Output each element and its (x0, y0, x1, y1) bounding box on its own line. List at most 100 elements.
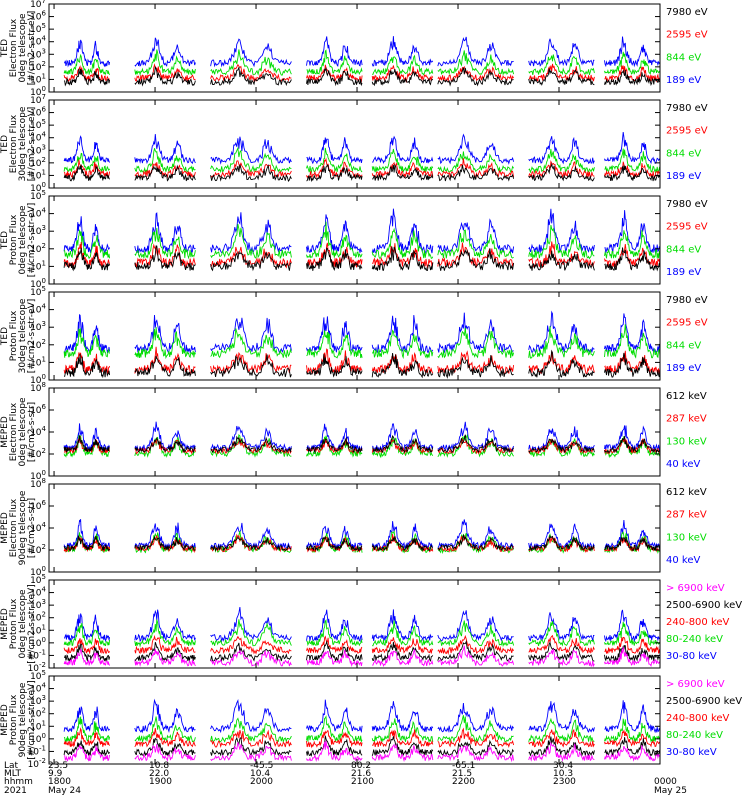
panel-4-series-4-pass-6 (437, 355, 514, 379)
panel-1-series-1-pass-4 (306, 36, 363, 68)
panel-3-series-2-pass-7 (528, 225, 595, 260)
mlt-value: 22.0 (149, 769, 169, 779)
panel-6-legend-4: 40 keV (666, 555, 700, 566)
panel-6-ylabel: MEPEDElectron Flux90deg telescope[#/cm2-… (0, 490, 37, 565)
ylabel-line: TED (0, 327, 10, 346)
mlt-value: 10.4 (250, 769, 270, 779)
panel-2-series-2-pass-6 (437, 151, 514, 174)
panel-3-series-4-pass-1 (63, 247, 111, 272)
panel-8-series-4-pass-5 (371, 736, 434, 757)
panel-2-series-1-pass-6 (437, 133, 515, 165)
ylabel-line: 90deg telescope (18, 490, 28, 565)
panel-8-series-5-pass-4 (306, 740, 363, 763)
time-tick-label: 2100 (351, 777, 374, 787)
panel-7-series-4-pass-5 (371, 641, 434, 663)
panel-8-series-3-pass-7 (528, 728, 595, 748)
panel-1-series-4-pass-8 (604, 69, 661, 86)
panel-7-series-2-pass-5 (372, 620, 434, 647)
panel-2-series-2-pass-7 (528, 148, 595, 174)
panel-5-series-1-pass-8 (604, 425, 661, 452)
date-label-start: May 24 (48, 786, 81, 796)
ylabel-line: 90deg telescope (18, 682, 28, 757)
panel-4-series-3-pass-7 (528, 351, 595, 375)
time-tick-label: 2200 (452, 777, 475, 787)
time-tick-label: 2000 (250, 777, 273, 787)
row-label-mlt: MLT (4, 769, 22, 779)
panel-1-series-3-pass-5 (371, 65, 434, 83)
panel-3-legend-4: 189 eV (666, 267, 701, 278)
panel-4-series-4-pass-2 (134, 355, 196, 378)
panel-3-series-3-pass-7 (528, 241, 595, 269)
panel-7-legend-3: 240-800 keV (666, 617, 730, 628)
panel-2-series-3-pass-5 (371, 161, 434, 179)
panel-5-series-4-pass-4 (306, 436, 363, 454)
panel-7-series-5-pass-8 (604, 646, 661, 668)
panel-7-series-5-pass-3 (210, 649, 292, 667)
panel-5-series-2-pass-3 (210, 433, 292, 458)
mlt-value: 10.3 (553, 769, 573, 779)
panel-5-series-2-pass-7 (528, 438, 595, 457)
panel-8-frame (48, 675, 661, 765)
ylabel-line: [#/cm2-s-str-eV] (27, 203, 37, 278)
panel-8-series-2-pass-3 (210, 717, 292, 744)
mlt-value: 21.6 (351, 769, 371, 779)
ylabel-line: TED (0, 135, 10, 154)
panel-4-legend-2: 2595 eV (666, 318, 708, 329)
panel-7-series-4-pass-8 (604, 644, 661, 663)
panel-6-legend-3: 130 keV (666, 532, 707, 543)
panel-5-legend-1: 612 keV (666, 391, 707, 402)
panel-3-series-4-pass-4 (306, 247, 363, 271)
panel-8-series-2-pass-6 (437, 715, 514, 744)
panel-8-series-1-pass-4 (306, 699, 363, 734)
panel-4-series-2-pass-3 (210, 328, 292, 359)
panel-8-series-4-pass-7 (528, 736, 595, 757)
panel-2-series-4-pass-8 (604, 165, 661, 182)
panel-4-ylabel: TEDProton Flux30deg telescope[#/cm2-s-st… (0, 298, 37, 373)
panel-1-series-3-pass-2 (134, 63, 196, 82)
panel-5-series-2-pass-2 (134, 436, 196, 458)
panel-1-series-2-pass-3 (210, 49, 292, 76)
panel-3-series-4-pass-3 (210, 250, 292, 272)
panel-3-series-4-pass-6 (437, 248, 515, 271)
panel-8-series-2-pass-5 (371, 718, 434, 744)
panel-3-legend-3: 844 eV (666, 244, 701, 255)
panel-4-series-2-pass-4 (306, 330, 363, 359)
panel-4-series-1-pass-4 (306, 316, 363, 353)
panel-6-series-4-pass-2 (134, 535, 196, 551)
panel-7-series-1-pass-4 (306, 609, 363, 642)
panel-2-series-4-pass-4 (306, 164, 363, 183)
panel-5-series-2-pass-6 (437, 434, 514, 458)
panel-8-series-3-pass-8 (604, 729, 661, 748)
panel-2-series-1-pass-3 (210, 136, 292, 165)
panel-5-series-4-pass-8 (604, 436, 661, 454)
ylabel-line: [#/cm2-s-str-eV] (27, 299, 37, 374)
ylabel-line: [#/cm2-s-str] (27, 498, 37, 558)
panel-1-series-2-pass-2 (134, 49, 196, 77)
panel-4-series-1-pass-7 (528, 310, 595, 354)
panel-4-series-1-pass-8 (604, 313, 661, 354)
panel-3-series-2-pass-4 (306, 221, 363, 259)
panel-1-series-3-pass-8 (604, 65, 661, 83)
ylabel-line: [#/cm2-s-str-eV] (27, 107, 37, 182)
panel-7-legend-4: 80-240 keV (666, 634, 723, 645)
panel-2-series-4-pass-2 (134, 164, 196, 182)
panel-4-series-3-pass-8 (604, 350, 661, 374)
panel-2-series-4-pass-6 (437, 164, 515, 182)
panel-3-series-3-pass-2 (134, 243, 196, 268)
panel-2-series-1-pass-8 (604, 131, 661, 165)
panel-8-series-2-pass-8 (604, 718, 661, 743)
panel-2-legend-1: 7980 eV (666, 103, 708, 114)
panel-8-series-2-pass-2 (134, 716, 196, 744)
panel-5-series-2-pass-1 (63, 434, 110, 458)
panel-7-series-1-pass-5 (371, 609, 434, 642)
panel-4-series-2-pass-7 (528, 326, 595, 359)
panel-2-series-3-pass-4 (306, 157, 363, 179)
panel-2-series-4-pass-1 (63, 164, 110, 182)
panel-4-series-4-pass-5 (371, 353, 434, 379)
panel-4-series-3-pass-3 (210, 351, 292, 374)
